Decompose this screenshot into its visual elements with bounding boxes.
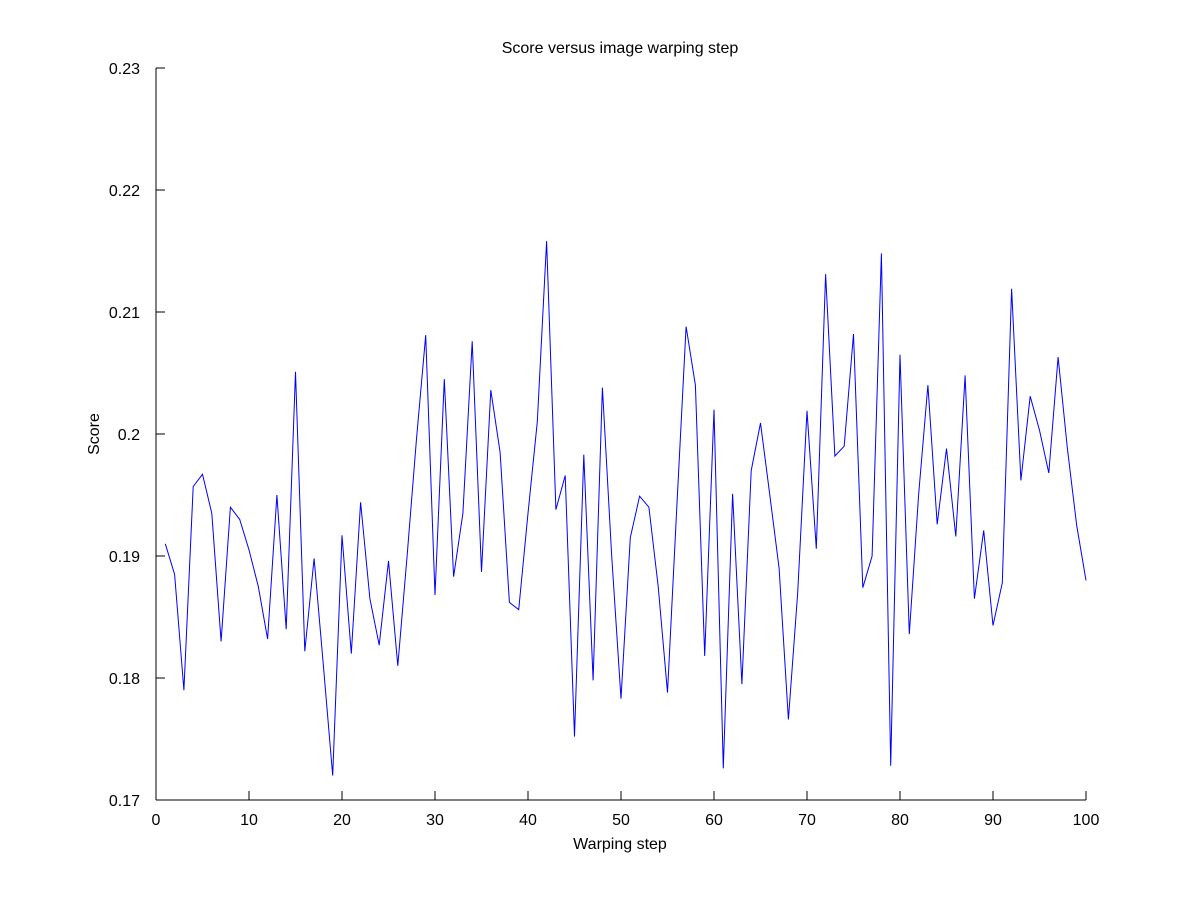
x-tick-label: 80 [891, 812, 909, 829]
y-tick-label: 0.18 [109, 671, 140, 688]
y-tick-label: 0.17 [109, 793, 140, 810]
x-tick-label: 20 [333, 812, 351, 829]
x-tick-label: 30 [426, 812, 444, 829]
x-tick-label: 50 [612, 812, 630, 829]
x-tick-label: 40 [519, 812, 537, 829]
y-tick-label: 0.23 [109, 61, 140, 78]
x-tick-label: 90 [984, 812, 1002, 829]
y-tick-label: 0.19 [109, 549, 140, 566]
y-tick-label: 0.22 [109, 183, 140, 200]
x-tick-label: 100 [1073, 812, 1100, 829]
chart-title: Score versus image warping step [502, 40, 739, 57]
x-tick-label: 10 [240, 812, 258, 829]
x-tick-label: 70 [798, 812, 816, 829]
x-tick-label: 60 [705, 812, 723, 829]
y-tick-label: 0.21 [109, 305, 140, 322]
x-axis-label: Warping step [573, 836, 667, 853]
y-tick-label: 0.2 [118, 427, 140, 444]
y-axis-label: Score [86, 413, 103, 455]
x-tick-label: 0 [152, 812, 161, 829]
